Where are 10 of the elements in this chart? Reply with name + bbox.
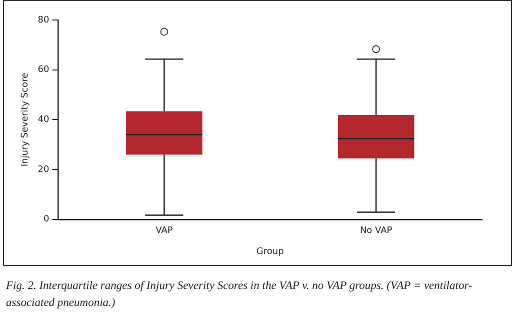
x-tick-label: No VAP	[360, 226, 393, 236]
x-axis-title: Group	[256, 246, 284, 257]
y-axis-title: Injury Severity Score	[20, 72, 31, 167]
y-tick-label: 80	[38, 15, 50, 26]
y-tick-label: 20	[38, 164, 50, 175]
caption: Fig. 2. Interquartile ranges of Injury Severity Scores in the VAP v. no VAP groups. (VAP = ventilator-associated pneumonia.)	[6, 280, 472, 309]
y-tick-label: 0	[44, 214, 50, 225]
y-tick-label: 60	[38, 65, 50, 76]
x-tick-label: VAP	[156, 226, 174, 236]
y-tick-label: 40	[38, 115, 50, 126]
